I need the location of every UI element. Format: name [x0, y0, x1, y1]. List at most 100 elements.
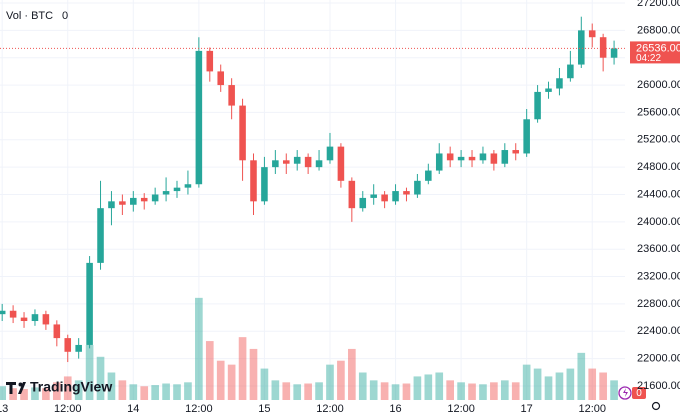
candle-body [523, 119, 530, 154]
volume-bar [424, 374, 433, 400]
volume-bar [522, 364, 531, 400]
volume-bar [369, 380, 378, 400]
candle-body [315, 160, 323, 168]
candle-body [195, 50, 203, 185]
volume-bar [337, 360, 345, 400]
price-text: 26536.00 [636, 42, 680, 54]
candle-body [239, 105, 246, 161]
alert-count: 0 [636, 388, 642, 399]
x-tick-label: 17 [521, 403, 533, 413]
x-tick-label: 12:00 [54, 403, 82, 413]
candle-body [184, 184, 192, 188]
candle-body [392, 191, 399, 202]
volume-bar [85, 345, 94, 400]
volume-bar [173, 384, 181, 400]
candle-body [97, 208, 104, 263]
brand: TradingView [30, 379, 112, 395]
volume-bar [195, 297, 203, 400]
candle-body [479, 153, 487, 161]
candle-body [457, 156, 465, 161]
candle-body [20, 317, 28, 322]
volume-bar [544, 376, 553, 400]
candle-body [545, 88, 552, 92]
logo: TradingView [6, 379, 112, 395]
candle-body [31, 314, 39, 322]
y-tick-label: 25600.00 [637, 106, 680, 118]
y-tick-label: 27200.00 [637, 0, 680, 9]
x-tick-label: 12:00 [185, 403, 213, 413]
candle-body [370, 194, 377, 198]
candle-body [567, 64, 574, 79]
x-tick-label: 12:00 [447, 403, 475, 413]
candle-body [578, 30, 585, 65]
candle-body [119, 201, 126, 205]
candle-body [42, 314, 50, 325]
volume-bar [129, 384, 138, 400]
candle-body [140, 197, 148, 202]
countdown: 04:22 [636, 53, 661, 64]
candle-body [282, 160, 290, 164]
candle-body [173, 187, 181, 192]
volume-bar [315, 382, 323, 400]
volume-bar [216, 360, 225, 400]
volume-bar [74, 380, 83, 400]
x-tick-label: 12:00 [578, 403, 606, 413]
y-tick-label: 22400.00 [637, 325, 680, 337]
y-tick-label: 24800.00 [637, 161, 680, 173]
volume-bar [479, 384, 487, 400]
replay-icon[interactable] [618, 386, 632, 400]
volume-bar [468, 383, 476, 400]
candle-body [64, 338, 72, 352]
candle-body [425, 170, 432, 181]
volume-legend-value: 0 [62, 10, 68, 22]
candle-body [403, 191, 410, 195]
x-tick-label: 13 [0, 403, 8, 413]
volume-bar [413, 376, 422, 400]
alert-box[interactable] [632, 387, 646, 399]
candle-body [9, 310, 17, 318]
candle-body [348, 180, 356, 209]
volume-bar [260, 368, 269, 400]
y-tick-label: 26000.00 [637, 79, 680, 91]
settings-icon[interactable] [651, 401, 661, 411]
candle-body [534, 91, 541, 120]
volume-bar [20, 389, 28, 400]
x-tick-label: 16 [389, 403, 401, 413]
volume-bar [227, 364, 236, 400]
candle-body [151, 194, 159, 202]
y-tick-label: 25200.00 [637, 134, 680, 146]
candle-body [162, 191, 170, 195]
candle-body [501, 150, 509, 164]
volume-bar [566, 368, 575, 400]
candle-body [359, 197, 367, 209]
volume-bar [348, 348, 356, 400]
candle-body [217, 71, 224, 86]
volume-bar [96, 356, 105, 400]
y-tick-label: 22000.00 [637, 353, 680, 365]
x-tick-label: 15 [258, 403, 270, 413]
candle-body [588, 30, 596, 38]
volume-bar [238, 337, 247, 400]
y-tick-label: 23200.00 [637, 270, 680, 282]
volume-bar [271, 380, 280, 400]
volume-bar [293, 384, 302, 400]
volume-bar [9, 388, 17, 400]
volume-bar [140, 386, 149, 400]
volume-bar [162, 383, 170, 400]
y-tick-label: 23600.00 [637, 243, 680, 255]
candle-body [512, 150, 520, 154]
volume-bar [577, 352, 586, 400]
volume-bar [151, 385, 159, 400]
candle-body [108, 201, 115, 209]
volume-bar [511, 382, 520, 400]
volume-bar [249, 348, 258, 400]
volume-bar [358, 372, 367, 400]
volume-bar [205, 341, 214, 400]
volume-bar [490, 382, 498, 400]
volume-bar [0, 386, 7, 400]
candle-body [272, 160, 279, 168]
volume-bar [446, 380, 454, 400]
candle-body [130, 197, 137, 205]
